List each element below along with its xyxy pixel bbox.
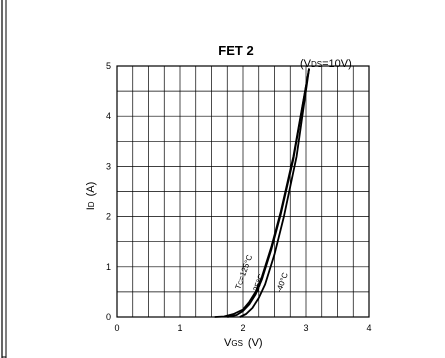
- plot-frame: [116, 65, 370, 318]
- y-label-units: (A): [85, 182, 97, 197]
- curve-label-125c-sub: C: [238, 279, 245, 286]
- series-line-1: [227, 68, 310, 318]
- y-tick-label: 1: [106, 262, 111, 272]
- y-tick-label: 3: [106, 161, 111, 171]
- x-tick-label: 3: [303, 323, 308, 333]
- condition-label: (VDS=10V): [300, 58, 352, 70]
- y-tick-label: 5: [106, 61, 111, 71]
- curves: [214, 68, 310, 318]
- x-tick-label: 2: [240, 323, 245, 333]
- condition-sub: DS: [311, 60, 322, 69]
- y-tick-label: 2: [106, 212, 111, 222]
- y-label-sub: D: [87, 201, 96, 207]
- y-tick-label: 4: [106, 111, 111, 121]
- grid: [116, 65, 370, 318]
- x-axis-label: VGS (V): [224, 337, 263, 349]
- x-label-units: (V): [248, 337, 263, 349]
- tick-labels: 0 1 2 3 4 0 1 2 3 4 5: [106, 61, 372, 333]
- curve-label-minus40c: -40°C: [274, 271, 290, 294]
- curve-label-125c-rest: =125°C: [237, 253, 255, 282]
- curve-label-25c: 25°C: [251, 273, 266, 293]
- curve-label-125c: TC=125°C: [233, 253, 254, 290]
- y-axis-label: ID (A): [85, 182, 97, 211]
- x-tick-label: 1: [177, 323, 182, 333]
- x-label-main: V: [224, 337, 232, 349]
- curve-label-125c-prefix: T: [233, 283, 243, 291]
- condition-tail: =10V): [322, 58, 352, 70]
- y-tick-label: 0: [106, 312, 111, 322]
- chart-title: FET 2: [218, 43, 253, 58]
- series-line-2: [239, 68, 310, 318]
- x-label-sub: GS: [231, 339, 243, 348]
- x-tick-label: 4: [366, 323, 371, 333]
- condition-main: (V: [300, 58, 312, 70]
- x-tick-label: 0: [114, 323, 119, 333]
- y-label-main: I: [85, 207, 97, 210]
